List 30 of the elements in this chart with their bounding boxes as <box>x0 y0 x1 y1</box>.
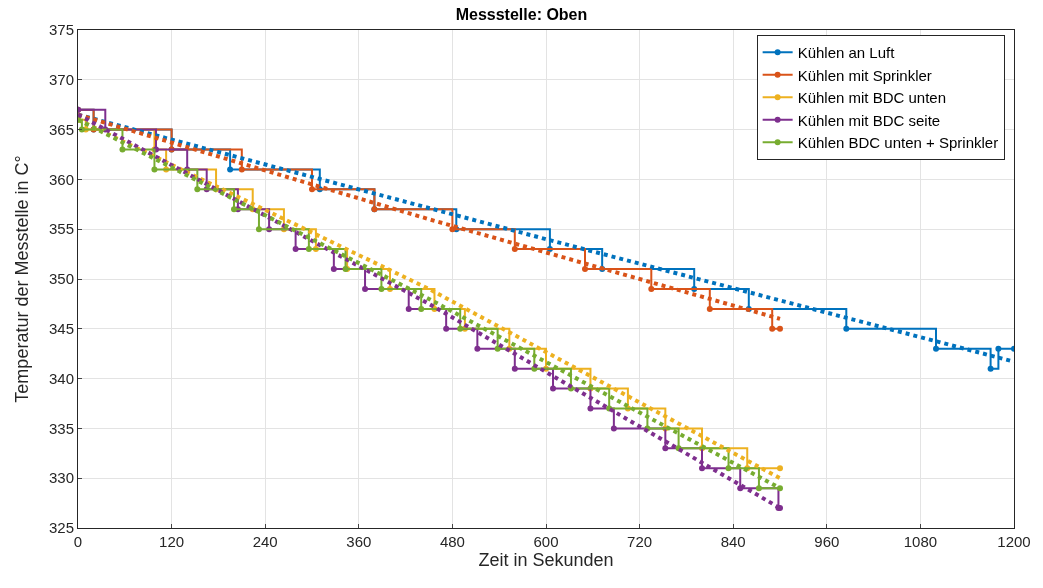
y-tick-label: 360 <box>48 170 74 188</box>
x-tick-label: 960 <box>814 533 840 550</box>
x-tick-label: 0 <box>73 533 83 550</box>
y-tick-label: 370 <box>48 71 74 89</box>
chart-title: Messstelle: Oben <box>455 6 588 24</box>
x-axis-title: Zeit in Sekunden <box>478 550 614 571</box>
y-tick-label: 375 <box>48 21 74 39</box>
legend-label: Kühlen mit BDC seite <box>797 111 941 129</box>
legend-label: Kühlen an Luft <box>797 44 896 62</box>
x-tick-label: 1080 <box>903 533 938 550</box>
x-tick-label: 360 <box>346 533 372 550</box>
y-tick-label: 335 <box>48 419 74 437</box>
x-tick-label: 600 <box>533 533 559 550</box>
legend-label: Kühlen mit BDC unten <box>797 89 947 107</box>
y-tick-label: 345 <box>48 320 74 338</box>
y-tick-label: 365 <box>48 120 74 138</box>
y-axis-title: Temperatur der Messtelle in C° <box>12 155 33 403</box>
x-tick-label: 1200 <box>997 533 1031 550</box>
y-tick-label: 355 <box>48 220 74 238</box>
y-tick-label: 340 <box>48 369 74 387</box>
y-tick-label: 330 <box>48 469 74 487</box>
x-tick-label: 240 <box>252 533 278 550</box>
y-tick-label: 325 <box>48 519 74 537</box>
x-tick-label: 120 <box>159 533 185 550</box>
x-tick-label: 480 <box>439 533 465 550</box>
legend-label: Kühlen mit Sprinkler <box>797 66 932 84</box>
y-tick-label: 350 <box>48 270 74 288</box>
x-tick-label: 720 <box>627 533 653 550</box>
legend-label: Kühlen BDC unten + Sprinkler <box>797 134 999 152</box>
x-tick-label: 840 <box>720 533 746 550</box>
